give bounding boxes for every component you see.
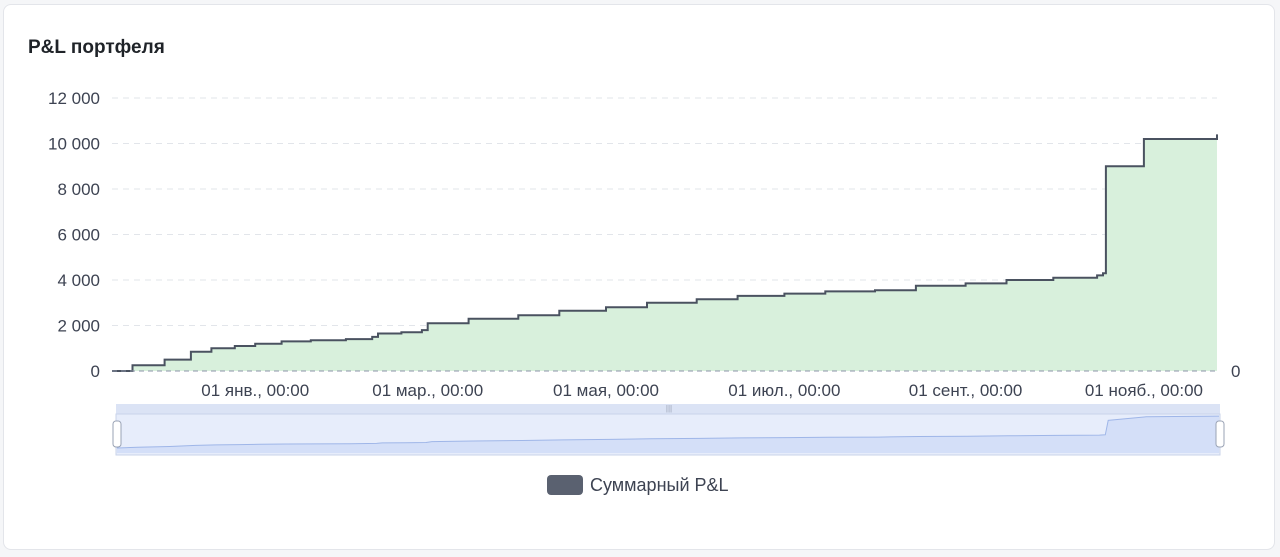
- slider-right-handle[interactable]: [1215, 420, 1225, 448]
- slider-top-bar[interactable]: [116, 404, 1220, 414]
- pnl-area: [112, 134, 1217, 371]
- y-tick-label: 4 000: [57, 271, 100, 290]
- y-tick-label: 6 000: [57, 226, 100, 245]
- y-tick-label: 12 000: [48, 89, 100, 108]
- x-tick-label: 01 июл., 00:00: [728, 381, 840, 400]
- legend-swatch[interactable]: [547, 475, 583, 495]
- x-axis-ticks: 01 янв., 00:00 01 мар., 00:00 01 мая, 00:0…: [201, 381, 1203, 400]
- x-tick-label: 01 янв., 00:00: [201, 381, 309, 400]
- y-axis-ticks: 0 2 000 4 000 6 000 8 000 10 000 12 000: [48, 89, 100, 381]
- x-tick-label: 01 нояб., 00:00: [1085, 381, 1203, 400]
- y-tick-label: 8 000: [57, 180, 100, 199]
- legend[interactable]: Суммарный P&L: [547, 475, 729, 495]
- right-axis-label: 0: [1231, 362, 1240, 381]
- pnl-line[interactable]: [112, 134, 1218, 372]
- legend-label[interactable]: Суммарный P&L: [590, 475, 729, 495]
- datazoom-slider[interactable]: |||: [112, 404, 1225, 456]
- slider-preview-line: [116, 415, 1220, 449]
- y-tick-label: 0: [91, 362, 100, 381]
- slider-grip-icon[interactable]: |||: [666, 404, 672, 413]
- x-tick-label: 01 мая, 00:00: [553, 381, 659, 400]
- slider-preview-area: [117, 416, 1219, 453]
- x-tick-label: 01 сент., 00:00: [909, 381, 1023, 400]
- x-tick-label: 01 мар., 00:00: [372, 381, 483, 400]
- slider-left-handle[interactable]: [112, 420, 122, 448]
- y-tick-label: 2 000: [57, 317, 100, 336]
- y-tick-label: 10 000: [48, 135, 100, 154]
- chart-title: P&L портфеля: [28, 37, 165, 58]
